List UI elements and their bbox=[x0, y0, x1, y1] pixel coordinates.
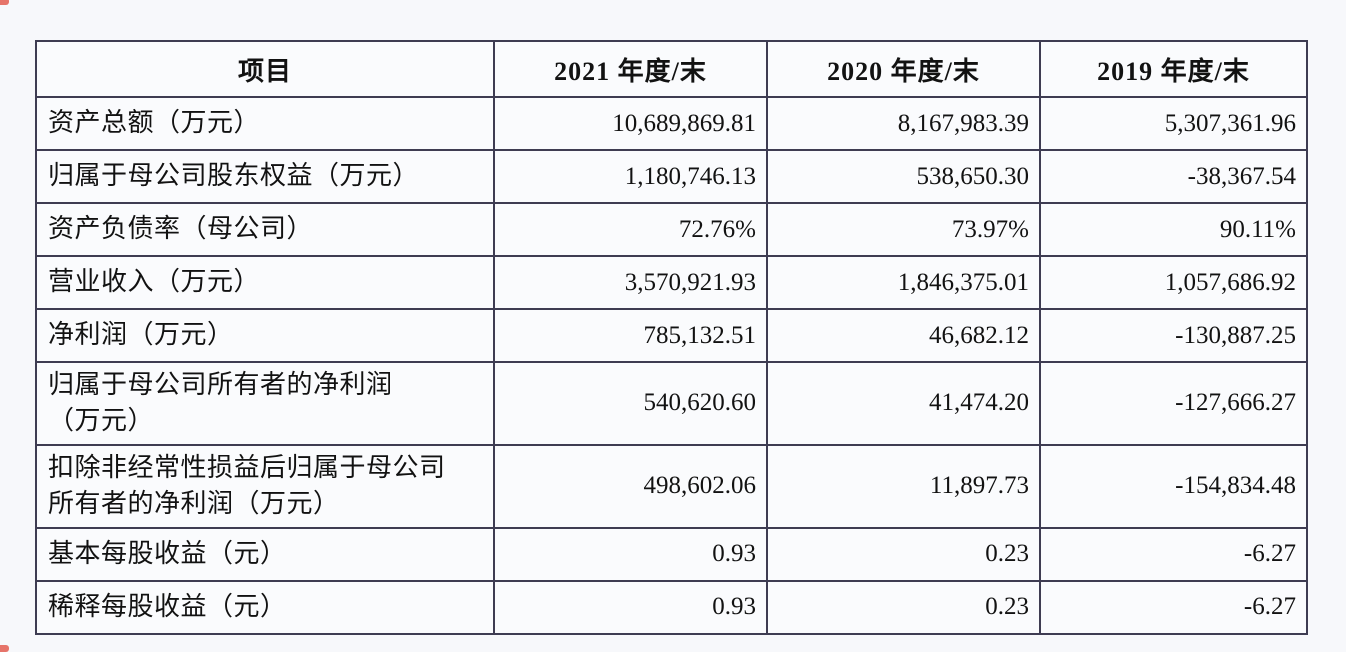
row-label-cell: 稀释每股收益（元） bbox=[35, 579, 495, 635]
value-cell: 498,602.06 bbox=[493, 443, 768, 529]
row-label-cell: 扣除非经常性损益后归属于母公司 所有者的净利润（万元） bbox=[35, 443, 495, 529]
table-row: 基本每股收益（元） 0.93 0.23 -6.27 bbox=[35, 526, 1308, 582]
row-label-cell: 净利润（万元） bbox=[35, 308, 495, 363]
value-cell: -127,666.27 bbox=[1039, 361, 1308, 446]
value-cell: 538,650.30 bbox=[766, 149, 1041, 204]
table-row: 净利润（万元） 785,132.51 46,682.12 -130,887.25 bbox=[35, 308, 1308, 363]
column-header-2020: 2020 年度/末 bbox=[766, 40, 1041, 98]
row-label-cell: 资产总额（万元） bbox=[35, 96, 495, 151]
value-cell: 73.97% bbox=[766, 202, 1041, 257]
table-row: 营业收入（万元） 3,570,921.93 1,846,375.01 1,057,68… bbox=[35, 255, 1308, 310]
row-label-cell: 资产负债率（母公司） bbox=[35, 202, 495, 257]
row-label-cell: 营业收入（万元） bbox=[35, 255, 495, 310]
table-row: 归属于母公司所有者的净利润 （万元） 540,620.60 41,474.20 -12… bbox=[35, 361, 1308, 446]
value-cell: 0.93 bbox=[493, 526, 768, 582]
value-cell: 785,132.51 bbox=[493, 308, 768, 363]
value-cell: 90.11% bbox=[1039, 202, 1308, 257]
row-label-cell: 归属于母公司所有者的净利润 （万元） bbox=[35, 361, 495, 446]
value-cell: 72.76% bbox=[493, 202, 768, 257]
value-cell: 5,307,361.96 bbox=[1039, 96, 1308, 151]
value-cell: 0.93 bbox=[493, 579, 768, 635]
value-cell: 10,689,869.81 bbox=[493, 96, 768, 151]
value-cell: 8,167,983.39 bbox=[766, 96, 1041, 151]
table-row: 资产负债率（母公司） 72.76% 73.97% 90.11% bbox=[35, 202, 1308, 257]
value-cell: 0.23 bbox=[766, 579, 1041, 635]
row-label-cell: 归属于母公司股东权益（万元） bbox=[35, 149, 495, 204]
value-cell: 1,846,375.01 bbox=[766, 255, 1041, 310]
value-cell: 11,897.73 bbox=[766, 443, 1041, 529]
row-label-cell: 基本每股收益（元） bbox=[35, 526, 495, 582]
table-row: 稀释每股收益（元） 0.93 0.23 -6.27 bbox=[35, 579, 1308, 635]
value-cell: 41,474.20 bbox=[766, 361, 1041, 446]
red-corner-artifact-bottom-left bbox=[0, 645, 9, 652]
value-cell: -38,367.54 bbox=[1039, 149, 1308, 204]
value-cell: 1,180,746.13 bbox=[493, 149, 768, 204]
value-cell: 1,057,686.92 bbox=[1039, 255, 1308, 310]
value-cell: 46,682.12 bbox=[766, 308, 1041, 363]
value-cell: -6.27 bbox=[1039, 579, 1308, 635]
table-row: 扣除非经常性损益后归属于母公司 所有者的净利润（万元） 498,602.06 11,… bbox=[35, 443, 1308, 529]
column-header-2019: 2019 年度/末 bbox=[1039, 40, 1308, 98]
red-corner-artifact-top-left bbox=[0, 0, 9, 5]
value-cell: 540,620.60 bbox=[493, 361, 768, 446]
column-header-item: 项目 bbox=[35, 40, 495, 98]
table-row: 归属于母公司股东权益（万元） 1,180,746.13 538,650.30 -38,… bbox=[35, 149, 1308, 204]
value-cell: 3,570,921.93 bbox=[493, 255, 768, 310]
value-cell: -6.27 bbox=[1039, 526, 1308, 582]
value-cell: 0.23 bbox=[766, 526, 1041, 582]
financial-summary-table: 项目 2021 年度/末 2020 年度/末 2019 年度/末 资产总额（万元… bbox=[35, 40, 1308, 635]
table-header-row: 项目 2021 年度/末 2020 年度/末 2019 年度/末 bbox=[35, 40, 1308, 98]
value-cell: -130,887.25 bbox=[1039, 308, 1308, 363]
table-row: 资产总额（万元） 10,689,869.81 8,167,983.39 5,307,3… bbox=[35, 96, 1308, 151]
table-body: 资产总额（万元） 10,689,869.81 8,167,983.39 5,307,3… bbox=[35, 96, 1308, 635]
value-cell: -154,834.48 bbox=[1039, 443, 1308, 529]
column-header-2021: 2021 年度/末 bbox=[493, 40, 768, 98]
